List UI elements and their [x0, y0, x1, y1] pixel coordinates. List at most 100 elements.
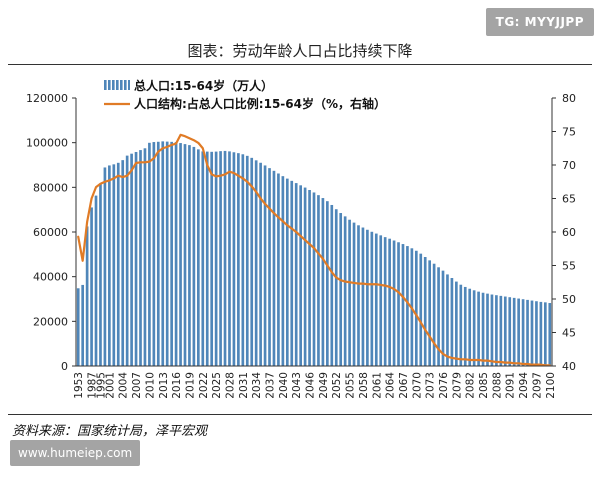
bar — [223, 150, 227, 366]
legend: 总人口:15-64岁（万人） 人口结构:占总人口比例:15-64岁（%，右轴） — [104, 78, 386, 111]
bar — [183, 144, 187, 366]
bar — [116, 162, 120, 366]
bar — [357, 225, 360, 366]
bar — [401, 244, 405, 366]
x-tick-label: 2043 — [291, 372, 303, 399]
x-tick-label: 2082 — [465, 372, 477, 399]
legend-line-label: 人口结构:占总人口比例:15-64岁（%，右轴） — [134, 96, 386, 111]
x-tick-label: 2031 — [238, 372, 250, 399]
x-tick-label: 1953 — [73, 372, 85, 399]
bar — [143, 148, 147, 366]
bar — [130, 153, 133, 366]
x-tick-label: 2004 — [118, 372, 130, 399]
left-tick-label: 120000 — [26, 92, 68, 105]
x-tick-label: 2079 — [451, 372, 463, 399]
x-tick-label: 1987 — [87, 372, 99, 399]
bar — [156, 141, 160, 366]
bar — [94, 195, 98, 366]
bar — [103, 167, 107, 366]
legend-bar-swatch — [104, 80, 130, 90]
bar — [112, 164, 116, 366]
right-tick-label: 75 — [562, 126, 576, 139]
left-axis: 0 20000 40000 60000 80000 100000 120000 — [26, 92, 77, 373]
bar — [503, 296, 507, 366]
bar — [392, 240, 396, 366]
bar — [99, 184, 102, 366]
bar — [432, 263, 436, 366]
bar — [463, 286, 467, 366]
bar — [388, 238, 391, 366]
x-tick-label: 1995 — [95, 372, 107, 399]
bar — [205, 151, 209, 366]
bar — [241, 154, 245, 366]
x-tick-label: 2088 — [491, 372, 503, 399]
bar — [526, 299, 529, 366]
bar — [343, 216, 347, 366]
right-tick-label: 70 — [562, 159, 576, 172]
bar — [330, 204, 334, 366]
bar — [472, 290, 476, 366]
bar — [326, 201, 329, 366]
x-tick-label: 2028 — [224, 372, 236, 399]
x-tick-label: 2073 — [425, 372, 437, 399]
bar — [317, 195, 320, 366]
bar — [361, 227, 365, 366]
bar — [370, 231, 374, 366]
bar — [419, 253, 423, 366]
bar — [201, 151, 205, 366]
bar — [174, 142, 178, 366]
x-tick-label: 2037 — [265, 372, 277, 399]
x-tick-label: 2010 — [144, 372, 156, 399]
bar — [210, 151, 214, 366]
left-tick-label: 20000 — [33, 315, 68, 328]
bar — [450, 278, 454, 366]
bar — [455, 281, 458, 366]
bar — [228, 151, 231, 366]
bar — [548, 303, 552, 366]
bar — [312, 192, 316, 366]
bar — [139, 150, 142, 366]
bar — [134, 151, 138, 366]
bar — [219, 151, 222, 366]
bar — [543, 302, 547, 366]
right-tick-label: 45 — [562, 327, 576, 340]
watermark-top: TG: MYYJJPP — [485, 8, 594, 36]
x-tick-label: 2013 — [158, 372, 170, 399]
bar — [339, 213, 343, 366]
bar — [321, 198, 325, 366]
bar — [441, 270, 445, 366]
bar — [250, 157, 254, 366]
x-tick-label: 2052 — [331, 372, 343, 399]
bar — [383, 237, 387, 366]
bar — [148, 142, 151, 366]
bar — [214, 151, 218, 366]
bar — [308, 190, 311, 366]
bar — [237, 153, 240, 366]
x-tick-label: 2070 — [411, 372, 423, 399]
bar — [152, 142, 156, 366]
bar — [179, 143, 182, 366]
bar — [90, 207, 93, 366]
chart: 0 20000 40000 60000 80000 100000 120000 40 45 50… — [26, 78, 576, 399]
line-series — [77, 133, 551, 367]
x-tick-label: 2094 — [518, 372, 530, 399]
bar — [161, 141, 165, 366]
bar — [108, 165, 111, 366]
bar — [530, 300, 534, 366]
x-tick-label: 2091 — [505, 372, 517, 399]
chart-title: 图表：劳动年龄人口占比持续下降 — [187, 42, 413, 60]
bar — [486, 293, 489, 366]
bar — [459, 284, 463, 366]
footer-rule — [8, 414, 592, 415]
x-tick-label: 2019 — [184, 372, 196, 399]
bar — [535, 301, 538, 366]
legend-bar-label: 总人口:15-64岁（万人） — [134, 78, 273, 93]
bar — [406, 246, 409, 366]
bar — [334, 209, 338, 366]
x-tick-label: 2100 — [545, 372, 557, 399]
x-tick-label: 2046 — [305, 372, 317, 399]
bar — [290, 180, 294, 366]
x-tick-label: 2076 — [438, 372, 450, 399]
bar — [277, 173, 280, 366]
bar — [517, 298, 520, 366]
